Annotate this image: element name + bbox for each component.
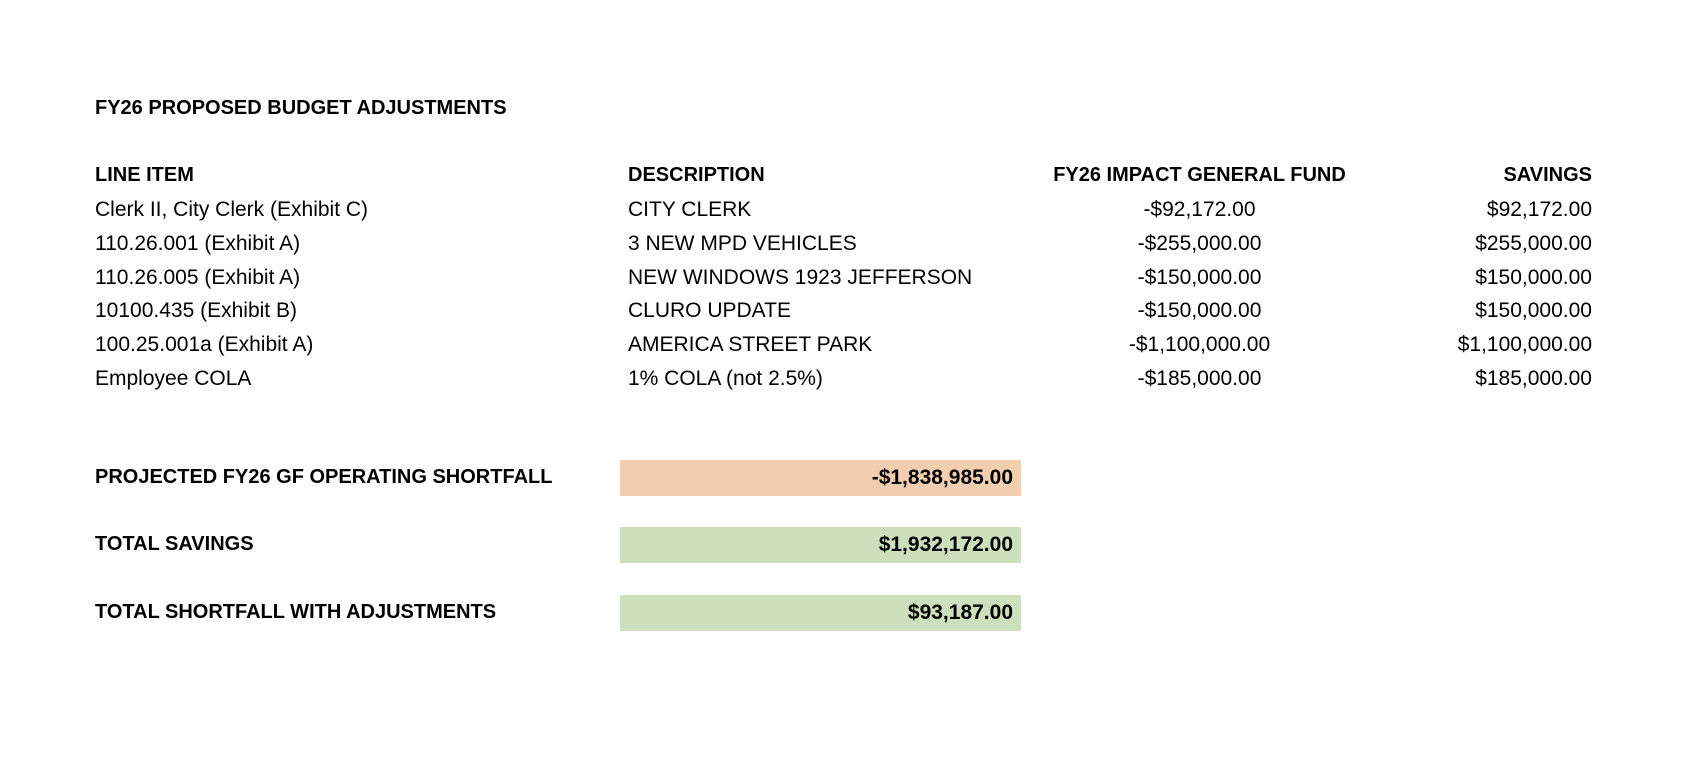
impact-cell: -$255,000.00: [1137, 231, 1262, 255]
savings-cell: $150,000.00: [1475, 265, 1592, 289]
description-cell: 1% COLA (not 2.5%): [628, 367, 823, 390]
savings-cell: $92,172.00: [1486, 198, 1592, 221]
description-cell: CITY CLERK: [628, 198, 752, 221]
projected-shortfall-label: PROJECTED FY26 GF OPERATING SHORTFALL: [95, 466, 553, 488]
description-cell: AMERICA STREET PARK: [628, 333, 873, 357]
line-item-cell: 110.26.005 (Exhibit A): [95, 265, 301, 289]
line-item-cell: 100.25.001a (Exhibit A): [95, 333, 314, 357]
savings-cell: $150,000.00: [1475, 299, 1592, 323]
header-savings: SAVINGS: [1503, 164, 1592, 186]
total-savings-label: TOTAL SAVINGS: [95, 533, 254, 555]
page-title: FY26 PROPOSED BUDGET ADJUSTMENTS: [95, 97, 507, 119]
description-cell: CLURO UPDATE: [628, 299, 791, 323]
line-item-cell: 110.26.001 (Exhibit A): [95, 231, 301, 255]
projected-shortfall-value: -$1,838,985.00: [620, 460, 1021, 496]
savings-cell: $255,000.00: [1475, 231, 1592, 255]
total-shortfall-with-adjustments-label: TOTAL SHORTFALL WITH ADJUSTMENTS: [95, 601, 497, 623]
savings-cell: $185,000.00: [1475, 367, 1592, 390]
savings-cell: $1,100,000.00: [1457, 333, 1592, 357]
impact-cell: -$150,000.00: [1137, 299, 1262, 323]
line-item-cell: 10100.435 (Exhibit B): [95, 299, 297, 323]
header-fy26-impact: FY26 IMPACT GENERAL FUND: [1053, 164, 1346, 186]
line-item-cell: Employee COLA: [95, 367, 252, 390]
header-description: DESCRIPTION: [628, 164, 765, 186]
impact-cell: -$150,000.00: [1137, 265, 1262, 289]
description-cell: 3 NEW MPD VEHICLES: [628, 231, 857, 255]
total-shortfall-with-adjustments-value: $93,187.00: [620, 595, 1021, 631]
impact-cell: -$185,000.00: [1137, 367, 1262, 390]
header-line-item: LINE ITEM: [95, 164, 194, 186]
line-item-cell: Clerk II, City Clerk (Exhibit C): [95, 198, 369, 221]
description-cell: NEW WINDOWS 1923 JEFFERSON: [628, 265, 973, 289]
impact-cell: -$1,100,000.00: [1128, 333, 1271, 357]
total-savings-value: $1,932,172.00: [620, 527, 1021, 563]
impact-cell: -$92,172.00: [1143, 198, 1256, 221]
